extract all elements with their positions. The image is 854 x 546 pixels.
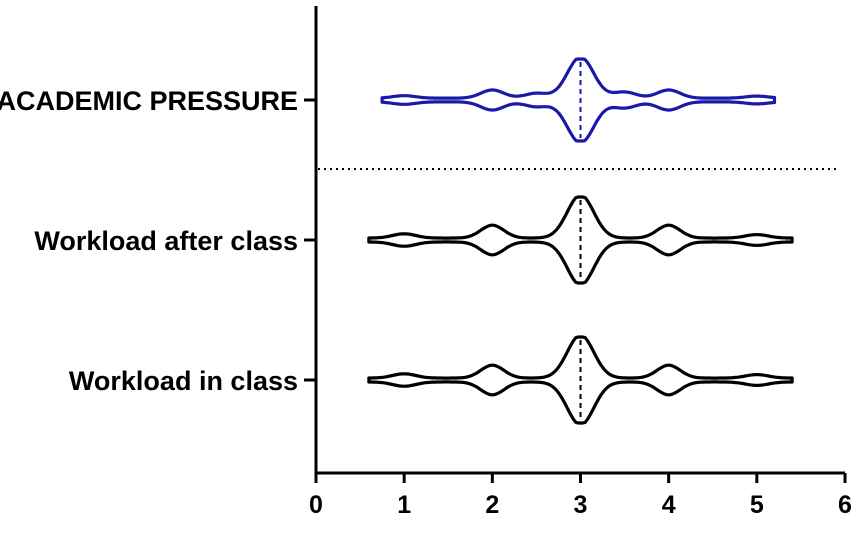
x-tick-label-6: 6 [838,491,852,519]
y-axis-categories: Workload in class Workload after class ACA… [0,86,316,396]
x-tick-label-0: 0 [309,491,323,519]
x-tick-label-3: 3 [574,491,588,519]
x-tick-label-4: 4 [662,491,676,519]
x-tick-label-5: 5 [750,491,764,519]
violin-2 [380,57,777,143]
category-label-0: Workload in class [69,366,298,396]
category-label-2: ACADEMIC PRESSURE [0,86,298,116]
violin-1 [367,195,794,285]
violin-0 [367,335,794,425]
violins-layer [367,57,794,425]
x-axis-ticks: 0 1 2 3 4 5 6 [309,473,852,519]
x-tick-label-2: 2 [485,491,499,519]
category-label-1: Workload after class [34,226,298,256]
x-tick-label-1: 1 [397,491,411,519]
